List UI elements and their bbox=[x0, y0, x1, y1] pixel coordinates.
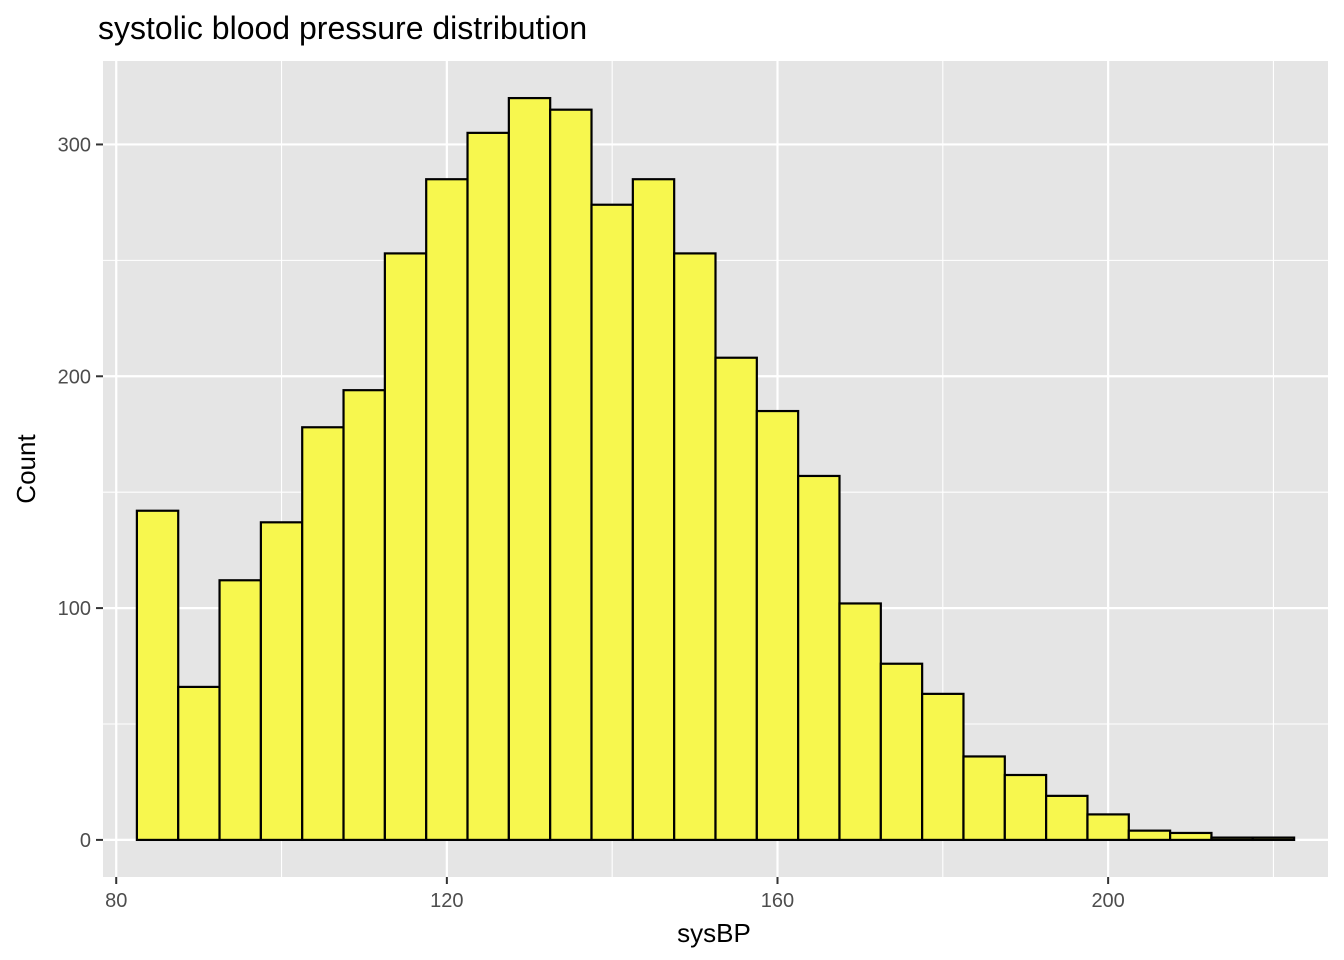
histogram-bar bbox=[879, 662, 924, 842]
histogram-bar bbox=[1210, 836, 1254, 842]
histogram-bar bbox=[962, 755, 1006, 842]
y-axis-tick-labels: 0 100 200 300 bbox=[58, 134, 91, 851]
histogram-bar bbox=[342, 389, 386, 842]
histogram-bar bbox=[218, 579, 262, 842]
histogram-bar bbox=[507, 96, 552, 842]
chart-title: systolic blood pressure distribution bbox=[98, 10, 587, 46]
y-tick-label: 100 bbox=[58, 598, 91, 620]
axis-ticks bbox=[96, 143, 1110, 884]
x-tick-label: 160 bbox=[761, 890, 794, 912]
histogram-bar bbox=[301, 426, 345, 842]
y-tick-label: 0 bbox=[80, 830, 91, 852]
histogram-bar bbox=[1127, 829, 1172, 842]
histogram-bar bbox=[755, 409, 800, 842]
histogram-bar bbox=[1251, 836, 1296, 842]
histogram-bar bbox=[1045, 794, 1089, 842]
histogram-bar bbox=[631, 178, 676, 842]
histogram-bar bbox=[1003, 773, 1048, 842]
histogram-bar bbox=[135, 509, 180, 842]
histogram-bar bbox=[383, 252, 428, 842]
histogram-bar bbox=[838, 602, 882, 842]
histogram-bars bbox=[135, 96, 1296, 842]
x-tick-label: 80 bbox=[105, 890, 127, 912]
histogram-bar bbox=[590, 203, 634, 842]
y-tick-label: 200 bbox=[58, 366, 91, 388]
histogram-bar bbox=[673, 252, 717, 842]
y-axis-title: Count bbox=[11, 434, 41, 504]
x-axis-tick-labels: 80 120 160 200 bbox=[105, 890, 1125, 912]
histogram-bar bbox=[1169, 831, 1213, 842]
x-tick-label: 120 bbox=[430, 890, 463, 912]
histogram-bar bbox=[714, 356, 758, 842]
histogram-bar bbox=[921, 692, 965, 842]
y-tick-label: 300 bbox=[58, 134, 91, 156]
histogram-bar bbox=[425, 178, 469, 842]
histogram-bar bbox=[1086, 813, 1130, 842]
histogram-bar bbox=[177, 685, 221, 842]
histogram-bar bbox=[259, 521, 304, 842]
x-axis-title: sysBP bbox=[677, 918, 751, 948]
histogram-bar bbox=[549, 108, 593, 842]
x-tick-label: 200 bbox=[1091, 890, 1124, 912]
histogram-bar bbox=[466, 131, 510, 842]
histogram-bar bbox=[797, 474, 841, 842]
